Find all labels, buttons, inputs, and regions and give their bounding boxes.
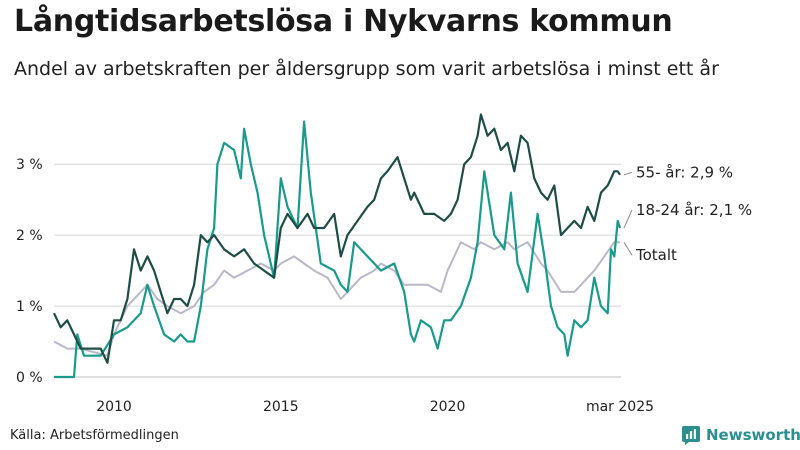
x-tick-label: 2020 bbox=[430, 399, 466, 415]
end-label-s55: 55- år: 2,9 % bbox=[636, 163, 733, 181]
series-lines bbox=[53, 113, 622, 379]
x-tick-label: 2010 bbox=[96, 399, 132, 415]
source-note: Källa: Arbetsförmedlingen bbox=[10, 428, 179, 443]
x-tick-label: mar 2025 bbox=[586, 399, 654, 415]
series-line-total bbox=[53, 241, 620, 357]
chart-subtitle: Andel av arbetskraften per åldersgrupp s… bbox=[14, 58, 719, 80]
end-label-total: Totalt bbox=[635, 246, 677, 264]
series-line-s55 bbox=[53, 113, 621, 364]
end-label-s1824: 18-24 år: 2,1 % bbox=[636, 201, 752, 219]
y-tick-label: 0 % bbox=[16, 370, 43, 386]
x-axis-ticks: 2010 2015 2020 mar 2025 bbox=[96, 399, 654, 415]
chart-title: Långtidsarbetslösa i Nykvarns kommun bbox=[14, 4, 673, 39]
y-axis-ticks: 0 % 1 % 2 % 3 % bbox=[16, 157, 43, 386]
y-tick-label: 2 % bbox=[16, 228, 43, 244]
end-label-connector bbox=[623, 241, 633, 256]
end-labels: Totalt 18-24 år: 2,1 % 55- år: 2,9 % bbox=[623, 163, 752, 264]
y-tick-label: 3 % bbox=[16, 157, 43, 173]
brand-name: Newsworthy bbox=[706, 426, 800, 444]
end-label-connector bbox=[623, 209, 633, 229]
x-tick-label: 2015 bbox=[263, 399, 299, 415]
newsworthy-logo-icon bbox=[682, 426, 700, 445]
y-tick-label: 1 % bbox=[16, 299, 43, 315]
series-line-s1824 bbox=[54, 120, 622, 379]
end-label-connector bbox=[623, 171, 633, 176]
gridlines bbox=[54, 163, 621, 378]
brand-logo: Newsworthy bbox=[681, 425, 800, 445]
